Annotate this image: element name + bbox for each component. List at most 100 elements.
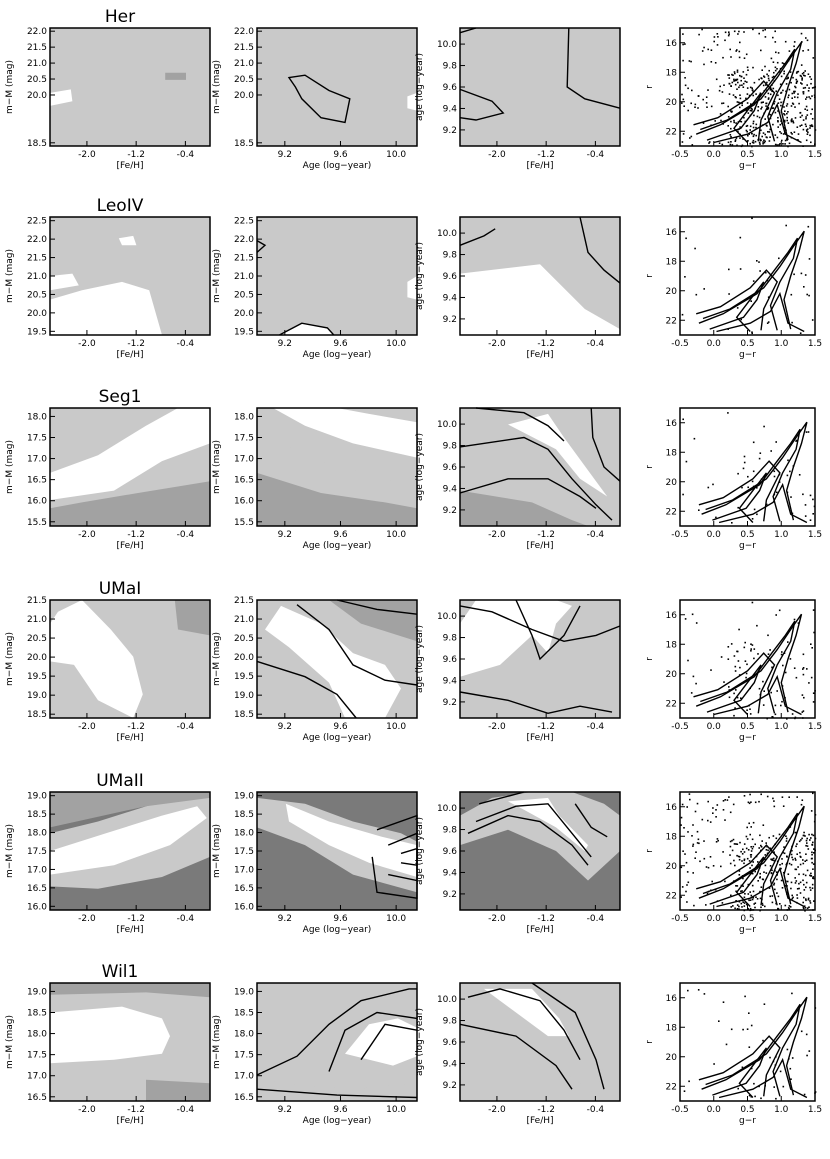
star-point bbox=[765, 503, 768, 506]
star-point bbox=[810, 837, 812, 839]
star-point bbox=[706, 106, 708, 108]
star-point bbox=[752, 28, 754, 31]
star-point bbox=[728, 268, 730, 271]
y-axis-label: m−M (mag) bbox=[212, 440, 222, 494]
x-tick-label: 9.6 bbox=[333, 914, 348, 924]
star-point bbox=[806, 133, 809, 135]
star-point bbox=[780, 101, 782, 104]
y-tick-label: 21.5 bbox=[27, 596, 47, 606]
star-point bbox=[793, 45, 795, 48]
star-point bbox=[737, 33, 739, 35]
star-point bbox=[792, 103, 795, 105]
star-point bbox=[781, 858, 783, 860]
star-point bbox=[708, 141, 711, 143]
panel-fehdm: -2.0 -1.2 -0.4 [Fe/H] 15.5 16.0 16.5 17.0 17.5 18… bbox=[5, 387, 211, 551]
star-point bbox=[746, 857, 749, 860]
star-point bbox=[724, 31, 727, 34]
y-tick-label: 20.5 bbox=[27, 290, 47, 300]
star-point bbox=[736, 904, 739, 906]
star-point bbox=[787, 459, 789, 462]
star-point bbox=[750, 826, 752, 828]
star-point bbox=[769, 89, 772, 91]
star-point bbox=[739, 106, 741, 109]
x-tick-label: -0.4 bbox=[177, 339, 195, 349]
star-point bbox=[720, 865, 722, 868]
confidence-region bbox=[50, 408, 210, 500]
star-point bbox=[683, 105, 685, 107]
star-point bbox=[791, 894, 793, 897]
x-axis-label: [Fe/H] bbox=[526, 1116, 553, 1126]
contour-line bbox=[459, 27, 477, 34]
star-point bbox=[794, 877, 796, 879]
y-tick-label: 16.5 bbox=[234, 884, 254, 894]
star-point bbox=[767, 321, 770, 323]
star-point bbox=[728, 31, 730, 33]
contour-line bbox=[701, 1003, 801, 1097]
star-point bbox=[793, 667, 796, 669]
y-tick-label: 18.5 bbox=[234, 139, 254, 149]
star-point bbox=[798, 474, 801, 476]
axes-frame bbox=[256, 982, 418, 1102]
star-point bbox=[752, 142, 755, 144]
y-tick-label: 18.5 bbox=[27, 1009, 47, 1019]
star-point bbox=[717, 839, 719, 842]
x-tick-label: 0.0 bbox=[707, 722, 722, 732]
star-point bbox=[774, 704, 777, 707]
star-point bbox=[811, 833, 813, 836]
star-point bbox=[754, 906, 756, 909]
star-point bbox=[734, 79, 737, 82]
star-point bbox=[698, 33, 700, 36]
star-point bbox=[768, 131, 771, 133]
panel-agedm: 9.2 9.6 10.0 Age (log−year) 19.5 20.0 20.5 21.0… bbox=[212, 216, 418, 360]
star-point bbox=[761, 135, 763, 138]
star-point bbox=[795, 676, 798, 679]
x-tick-label: -2.0 bbox=[488, 914, 506, 924]
star-point bbox=[741, 890, 743, 892]
star-point bbox=[798, 840, 801, 843]
star-point bbox=[701, 50, 704, 52]
star-point bbox=[812, 57, 815, 59]
contour-line bbox=[718, 1057, 808, 1099]
star-point bbox=[707, 800, 709, 803]
x-tick-label: -1.2 bbox=[537, 150, 555, 160]
star-point bbox=[803, 286, 805, 288]
x-tick-label: 9.6 bbox=[333, 530, 348, 540]
star-point bbox=[713, 40, 715, 43]
star-point bbox=[812, 876, 815, 878]
star-point bbox=[687, 989, 689, 992]
star-point bbox=[763, 690, 765, 692]
y-tick-label: 22.0 bbox=[27, 235, 47, 245]
x-axis-label: [Fe/H] bbox=[526, 733, 553, 743]
star-point bbox=[732, 838, 735, 841]
star-point bbox=[810, 643, 812, 645]
star-point bbox=[800, 32, 803, 35]
star-point bbox=[771, 666, 773, 669]
x-tick-label: -0.5 bbox=[671, 1105, 689, 1115]
y-tick-label: 9.4 bbox=[443, 1059, 458, 1069]
star-point bbox=[795, 868, 798, 871]
y-tick-label: 20.5 bbox=[234, 75, 254, 85]
star-point bbox=[803, 905, 806, 907]
star-point bbox=[769, 847, 772, 850]
star-point bbox=[724, 880, 726, 883]
star-point bbox=[747, 801, 750, 804]
star-point bbox=[779, 864, 781, 866]
x-tick-label: 10.0 bbox=[386, 150, 406, 160]
star-point bbox=[810, 875, 813, 877]
star-point bbox=[769, 128, 771, 131]
star-point bbox=[692, 843, 695, 846]
star-point bbox=[805, 899, 807, 902]
contour-line bbox=[696, 269, 779, 331]
star-point bbox=[689, 137, 691, 139]
y-tick-label: 10.0 bbox=[437, 40, 457, 50]
confidence-region bbox=[273, 988, 417, 1090]
star-point bbox=[693, 437, 696, 440]
star-point bbox=[776, 878, 778, 881]
y-axis-label: m−M (mag) bbox=[5, 824, 15, 878]
star-point bbox=[743, 859, 746, 862]
star-point bbox=[752, 126, 755, 129]
star-point bbox=[799, 332, 802, 334]
panel-fehdm: -2.0 -1.2 -0.4 [Fe/H] 18.5 19.0 19.5 20.0 20.5 21… bbox=[5, 579, 211, 743]
x-tick-label: -2.0 bbox=[78, 914, 96, 924]
contour-line bbox=[328, 1011, 418, 1072]
